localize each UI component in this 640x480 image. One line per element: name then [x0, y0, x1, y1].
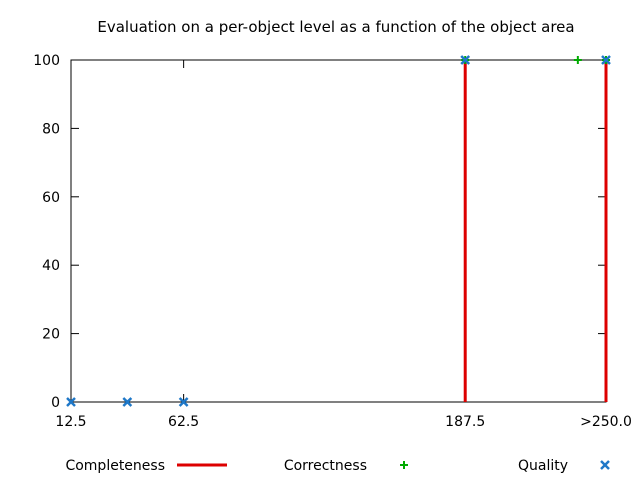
- correctness-point-1: [573, 56, 582, 64]
- y-tick-label-0: 0: [51, 395, 60, 411]
- plot-frame: [70, 59, 607, 403]
- series-quality: [66, 55, 611, 407]
- series-completeness: [463, 60, 608, 402]
- legend-label-completeness: Completeness: [65, 458, 165, 474]
- legend-label-correctness: Correctness: [284, 458, 367, 474]
- x-tick-label-3: >250.0: [580, 414, 632, 430]
- quality-point-0: [66, 397, 76, 407]
- legend-sample-quality: [600, 460, 610, 470]
- y-axis: 0 20 40 60 80 100: [33, 53, 606, 411]
- y-tick-label-2: 40: [42, 258, 60, 274]
- x-tick-label-0: 12.5: [55, 414, 86, 430]
- x-tick-label-1: 62.5: [168, 414, 199, 430]
- data-marks: [66, 55, 611, 407]
- x-axis: 12.5 62.5 187.5 >250.0: [55, 60, 632, 430]
- chart-title: Evaluation on a per-object level as a fu…: [97, 18, 574, 36]
- y-tick-label-4: 80: [42, 121, 60, 137]
- quality-point-2: [178, 397, 189, 407]
- legend: Completeness Correctness Quality: [65, 458, 610, 474]
- quality-point-3: [460, 55, 471, 65]
- x-tick-label-2: 187.5: [445, 414, 485, 430]
- legend-sample-correctness: [400, 461, 408, 469]
- y-tick-label-3: 60: [42, 190, 60, 206]
- y-tick-label-5: 100: [33, 53, 60, 69]
- quality-point-1: [122, 397, 133, 407]
- quality-point-4: [601, 55, 611, 65]
- legend-label-quality: Quality: [518, 458, 568, 474]
- y-tick-label-1: 20: [42, 327, 60, 343]
